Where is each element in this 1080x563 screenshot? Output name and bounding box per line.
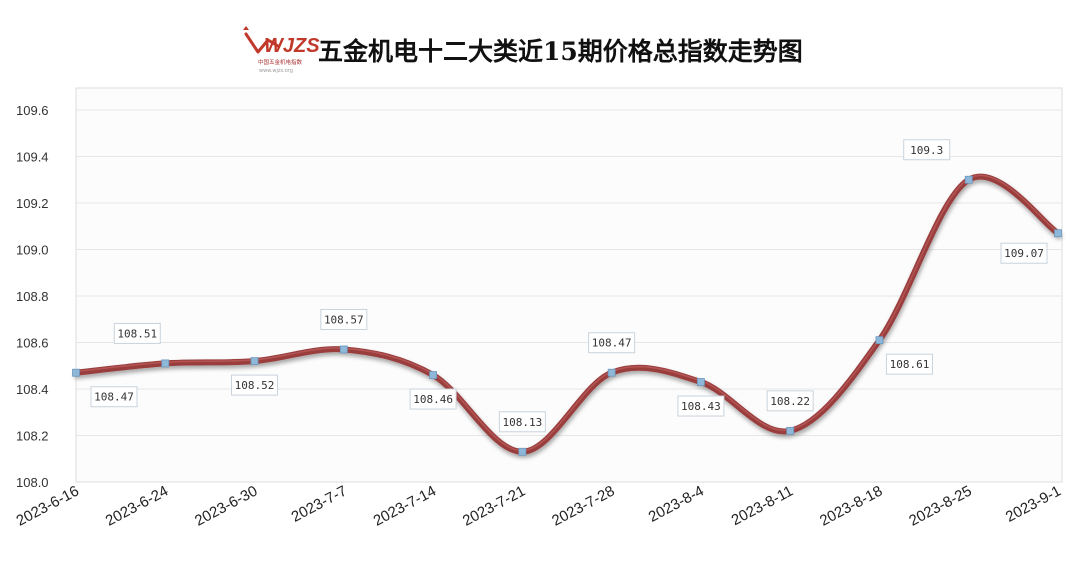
data-label-box <box>113 322 161 344</box>
data-point-marker <box>1054 229 1062 238</box>
data-label-box <box>885 353 933 375</box>
plot-area <box>75 87 1063 483</box>
data-label: 108.52 <box>231 374 279 396</box>
data-label: 109.3 <box>903 139 951 161</box>
logo-text: WJZS <box>264 35 320 57</box>
y-tick-label: 108.2 <box>16 429 49 444</box>
x-tick-label: 2023-8-11 <box>729 483 796 530</box>
data-label: 108.57 <box>320 308 368 330</box>
data-point-marker <box>429 371 437 379</box>
data-label-text: 109.07 <box>1004 247 1044 260</box>
x-tick-label: 2023-8-18 <box>817 483 885 530</box>
data-label-text: 108.22 <box>770 395 810 408</box>
data-point-marker <box>697 378 705 386</box>
data-label-text: 108.46 <box>413 393 453 406</box>
data-label: 108.13 <box>498 411 546 433</box>
y-tick-label: 108.8 <box>16 289 49 304</box>
data-label: 109.07 <box>1000 242 1048 264</box>
data-label: 108.61 <box>885 353 933 375</box>
data-point-marker <box>161 359 170 368</box>
data-point-marker <box>607 368 616 377</box>
wjzs-logo: WJZS 中国五金机电指数 www.wjzs.org <box>243 26 320 74</box>
data-label-text: 108.47 <box>592 337 632 350</box>
x-tick-label: 2023-7-7 <box>289 483 350 526</box>
y-tick-label: 109.2 <box>16 196 49 211</box>
data-point-marker <box>875 336 884 345</box>
data-label: 108.22 <box>766 390 814 412</box>
y-tick-label: 109.4 <box>16 150 49 165</box>
data-markers <box>72 175 1062 456</box>
data-label-text: 108.13 <box>502 416 542 429</box>
chart-title: 五金机电十二大类近15期价格总指数走势图 <box>318 37 803 66</box>
data-label-box <box>766 390 814 412</box>
y-tick-label: 108.0 <box>16 475 49 490</box>
data-label-box <box>903 139 951 161</box>
data-point-marker <box>250 357 259 366</box>
grid-lines <box>76 109 1062 436</box>
y-tick-label: 109.6 <box>16 103 49 118</box>
data-point-marker <box>72 368 80 377</box>
x-tick-label: 2023-8-4 <box>646 483 707 526</box>
data-label-text: 108.61 <box>890 358 930 371</box>
data-label-text: 108.47 <box>94 391 134 404</box>
data-label-text: 108.43 <box>681 400 721 413</box>
data-label-box <box>90 386 138 408</box>
data-point-marker <box>518 447 527 456</box>
x-tick-label: 2023-7-21 <box>460 483 528 530</box>
data-label: 108.47 <box>588 332 636 354</box>
x-tick-label: 2023-7-14 <box>371 483 439 530</box>
data-label: 108.46 <box>409 388 457 410</box>
data-label-text: 108.51 <box>117 327 157 340</box>
data-labels: 108.47 108.51 108.52 108.57 108.46 108.13 108.… <box>90 139 1048 433</box>
data-label-box <box>231 374 279 396</box>
y-tick-label: 109.0 <box>16 243 49 258</box>
x-tick-label: 2023-8-25 <box>906 483 974 530</box>
y-tick-label: 108.4 <box>16 382 49 397</box>
data-label-text: 108.57 <box>324 313 364 326</box>
data-point-marker <box>786 426 795 435</box>
logo-subtitle: 中国五金机电指数 <box>258 58 303 66</box>
x-tick-label: 2023-9-1 <box>1003 483 1064 526</box>
x-axis: 2023-6-16 2023-6-24 2023-6-30 2023-7-7 2023-… <box>14 483 1064 530</box>
x-tick-label: 2023-6-24 <box>103 483 171 530</box>
data-label-box <box>320 308 368 330</box>
y-axis: 108.0 108.2 108.4 108.6 108.8 109.0 109.2 109.4… <box>16 103 49 490</box>
data-label-text: 109.3 <box>910 144 943 157</box>
data-point-marker <box>339 345 348 354</box>
data-label-box <box>677 395 725 417</box>
data-label-box <box>588 332 636 354</box>
logo-arrow-icon <box>244 32 280 54</box>
y-tick-label: 108.6 <box>16 336 49 351</box>
data-point-marker <box>964 175 973 184</box>
data-label-text: 108.52 <box>235 379 275 392</box>
data-label-box <box>498 411 546 433</box>
x-tick-label: 2023-6-30 <box>192 483 260 530</box>
data-label: 108.43 <box>677 395 725 417</box>
x-tick-label: 2023-7-28 <box>549 483 617 530</box>
data-label: 108.51 <box>113 322 161 344</box>
data-label: 108.47 <box>90 386 138 408</box>
logo-url: www.wjzs.org <box>259 68 293 74</box>
data-label-box <box>409 388 457 410</box>
data-label-box <box>1000 242 1048 264</box>
